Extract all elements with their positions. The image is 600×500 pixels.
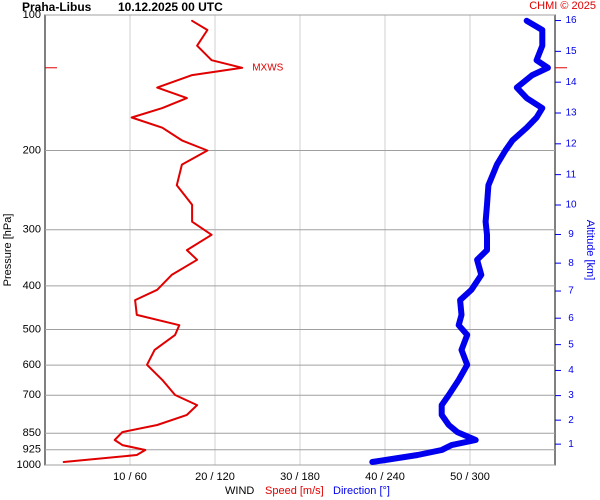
y-tick-label: 200 — [23, 144, 41, 156]
y2-axis-label: Altitude [km] — [584, 220, 596, 281]
legend-speed: Speed [m/s] — [265, 485, 324, 497]
y-tick-label: 700 — [23, 389, 41, 401]
legend-direction: Direction [°] — [333, 485, 390, 497]
y2-tick-label: 1 — [568, 439, 574, 450]
y2-tick-label: 9 — [568, 229, 574, 240]
y-tick-label: 850 — [23, 427, 41, 439]
time: 10.12.2025 00 UTC — [118, 0, 223, 14]
y2-tick-label: 8 — [568, 258, 574, 269]
y-tick-label: 300 — [23, 224, 41, 236]
speed-line — [62, 19, 244, 463]
y2-tick-label: 10 — [565, 200, 577, 211]
x-tick-label: 20 / 120 — [195, 471, 235, 483]
station: Praha-Libus — [22, 0, 92, 14]
mxws-label: MXWS — [252, 62, 283, 73]
y2-tick-label: 5 — [568, 339, 574, 350]
y-tick-label: 600 — [23, 359, 41, 371]
y-tick-label: 400 — [23, 280, 41, 292]
y2-tick-label: 7 — [568, 286, 574, 297]
y2-tick-label: 15 — [565, 46, 577, 57]
x-tick-label: 40 / 240 — [365, 471, 405, 483]
y2-tick-label: 2 — [568, 415, 574, 426]
y2-tick-label: 3 — [568, 390, 574, 401]
credit: CHMI © 2025 — [529, 0, 596, 12]
x-tick-label: 30 / 180 — [280, 471, 320, 483]
x-tick-label: 50 / 300 — [450, 471, 490, 483]
y-axis-label: Pressure [hPa] — [2, 214, 14, 287]
y2-tick-label: 12 — [565, 138, 577, 149]
y2-tick-label: 11 — [566, 169, 577, 180]
y-tick-label: 100 — [23, 9, 41, 21]
y2-tick-label: 13 — [565, 108, 577, 119]
direction-line — [369, 17, 551, 465]
x-axis-label: WIND — [225, 485, 254, 497]
y2-tick-label: 6 — [568, 313, 574, 324]
y2-tick-label: 4 — [568, 365, 574, 376]
y2-tick-label: 14 — [565, 77, 577, 88]
y-tick-label: 500 — [23, 323, 41, 335]
x-tick-label: 10 / 60 — [113, 471, 147, 483]
y-tick-label: 1000 — [17, 459, 41, 471]
y-tick-label: 925 — [23, 444, 41, 456]
y2-tick-label: 16 — [565, 15, 577, 26]
